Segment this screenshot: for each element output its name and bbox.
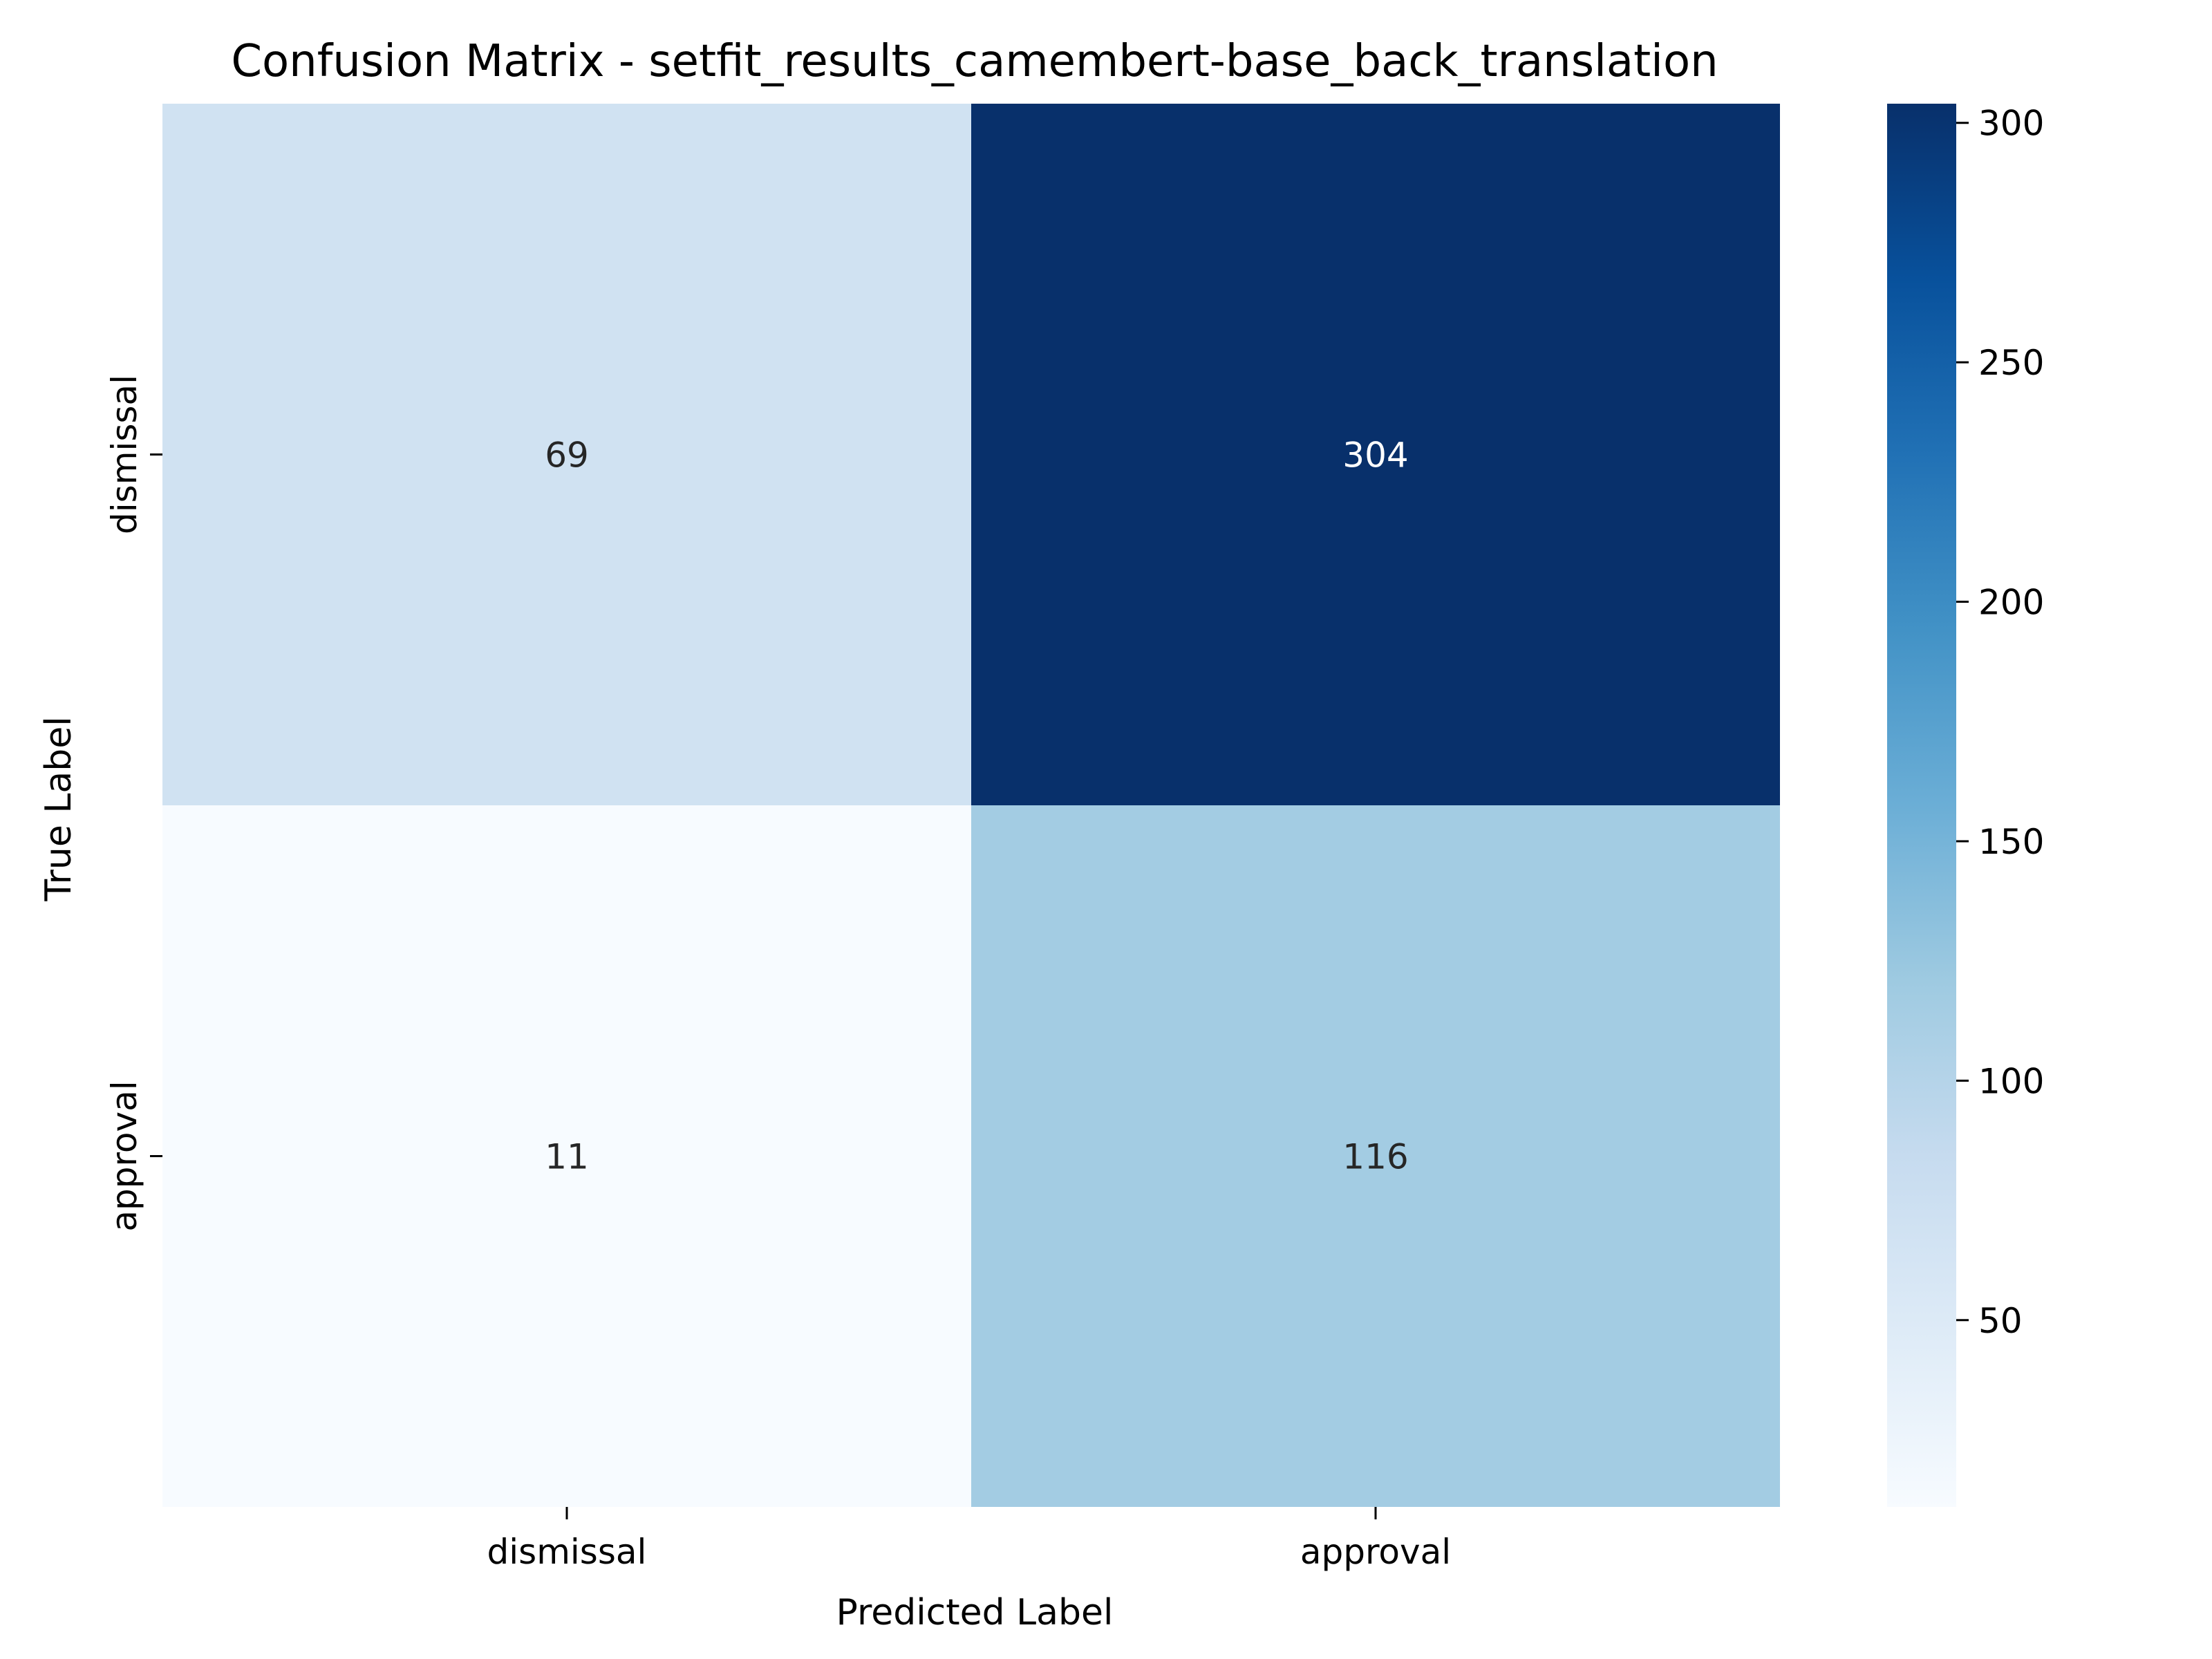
cell-value-label: 11 xyxy=(545,1137,589,1177)
colorbar-ticks: 50 100 150 200 250 300 xyxy=(1956,104,2044,1341)
heatmap-cell xyxy=(971,805,1780,1507)
y-tick-label: approval xyxy=(104,1080,144,1231)
heatmap-cell xyxy=(971,104,1780,805)
y-tick-label: dismissal xyxy=(104,375,144,534)
colorbar-tick-label: 100 xyxy=(1978,1061,2044,1101)
heatmap-cells xyxy=(162,104,1780,1507)
cell-value-label: 304 xyxy=(1342,435,1408,476)
cell-value-label: 69 xyxy=(545,435,589,476)
colorbar-tick-label: 150 xyxy=(1978,822,2044,862)
y-axis-ticks: dismissal approval xyxy=(104,375,162,1232)
colorbar-tick-label: 300 xyxy=(1978,104,2044,144)
x-axis-label: Predicted Label xyxy=(836,1592,1114,1633)
x-tick-label: approval xyxy=(1300,1532,1451,1572)
y-axis-label: True Label xyxy=(38,716,79,901)
heatmap-cell xyxy=(162,104,971,805)
colorbar-tick-label: 250 xyxy=(1978,343,2044,383)
chart-title: Confusion Matrix - setfit_results_camemb… xyxy=(231,36,1718,87)
x-axis-ticks: dismissal approval xyxy=(487,1507,1451,1572)
colorbar-tick-label: 50 xyxy=(1978,1301,2023,1341)
colorbar xyxy=(1887,104,1956,1507)
x-tick-label: dismissal xyxy=(487,1532,647,1572)
cell-value-label: 116 xyxy=(1342,1137,1408,1177)
colorbar-tick-label: 200 xyxy=(1978,583,2044,623)
heatmap-cell xyxy=(162,805,971,1507)
heatmap-annotations: 69 304 11 116 xyxy=(545,435,1409,1177)
